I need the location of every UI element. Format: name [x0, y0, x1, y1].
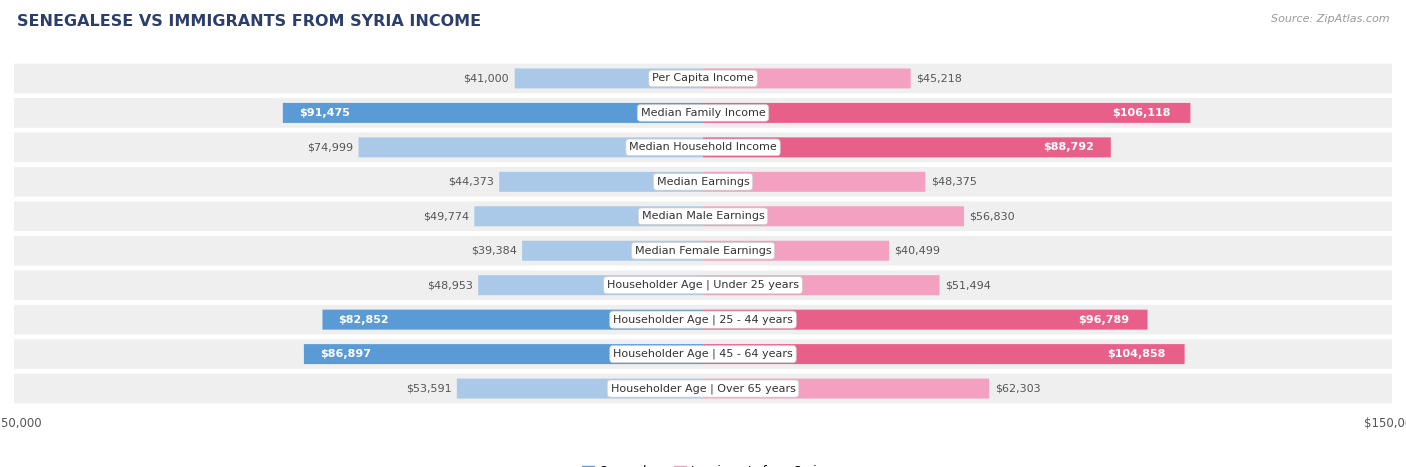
Text: Source: ZipAtlas.com: Source: ZipAtlas.com [1271, 14, 1389, 24]
Text: Median Household Income: Median Household Income [628, 142, 778, 152]
Text: Median Earnings: Median Earnings [657, 177, 749, 187]
FancyBboxPatch shape [7, 64, 1399, 93]
FancyBboxPatch shape [478, 275, 703, 295]
Text: $56,830: $56,830 [970, 211, 1015, 221]
FancyBboxPatch shape [7, 305, 1399, 334]
Text: $82,852: $82,852 [337, 315, 388, 325]
FancyBboxPatch shape [7, 98, 1399, 127]
Text: $49,774: $49,774 [423, 211, 468, 221]
FancyBboxPatch shape [703, 275, 939, 295]
FancyBboxPatch shape [457, 379, 703, 398]
Text: $106,118: $106,118 [1112, 108, 1171, 118]
FancyBboxPatch shape [7, 270, 1399, 300]
FancyBboxPatch shape [283, 103, 703, 123]
Text: $86,897: $86,897 [319, 349, 371, 359]
FancyBboxPatch shape [703, 137, 1111, 157]
Text: $48,375: $48,375 [931, 177, 977, 187]
FancyBboxPatch shape [7, 133, 1399, 162]
FancyBboxPatch shape [703, 172, 925, 192]
Text: $40,499: $40,499 [894, 246, 941, 256]
Text: $62,303: $62,303 [994, 383, 1040, 394]
Text: $53,591: $53,591 [406, 383, 451, 394]
Text: Per Capita Income: Per Capita Income [652, 73, 754, 84]
FancyBboxPatch shape [703, 344, 1185, 364]
Text: $104,858: $104,858 [1107, 349, 1166, 359]
Text: Householder Age | 45 - 64 years: Householder Age | 45 - 64 years [613, 349, 793, 359]
Text: $51,494: $51,494 [945, 280, 991, 290]
FancyBboxPatch shape [474, 206, 703, 226]
Text: $88,792: $88,792 [1043, 142, 1094, 152]
FancyBboxPatch shape [703, 379, 990, 398]
Text: Median Male Earnings: Median Male Earnings [641, 211, 765, 221]
Text: Median Family Income: Median Family Income [641, 108, 765, 118]
Text: SENEGALESE VS IMMIGRANTS FROM SYRIA INCOME: SENEGALESE VS IMMIGRANTS FROM SYRIA INCO… [17, 14, 481, 29]
Text: Median Female Earnings: Median Female Earnings [634, 246, 772, 256]
FancyBboxPatch shape [703, 206, 965, 226]
Text: $41,000: $41,000 [464, 73, 509, 84]
FancyBboxPatch shape [7, 340, 1399, 369]
FancyBboxPatch shape [703, 69, 911, 88]
Text: $39,384: $39,384 [471, 246, 516, 256]
FancyBboxPatch shape [7, 167, 1399, 197]
Text: $74,999: $74,999 [307, 142, 353, 152]
FancyBboxPatch shape [703, 241, 889, 261]
Text: Householder Age | 25 - 44 years: Householder Age | 25 - 44 years [613, 314, 793, 325]
FancyBboxPatch shape [499, 172, 703, 192]
Text: Householder Age | Under 25 years: Householder Age | Under 25 years [607, 280, 799, 290]
FancyBboxPatch shape [7, 201, 1399, 231]
Text: $96,789: $96,789 [1078, 315, 1130, 325]
FancyBboxPatch shape [703, 103, 1191, 123]
Text: Householder Age | Over 65 years: Householder Age | Over 65 years [610, 383, 796, 394]
Text: $45,218: $45,218 [917, 73, 962, 84]
FancyBboxPatch shape [7, 236, 1399, 266]
FancyBboxPatch shape [515, 69, 703, 88]
Text: $48,953: $48,953 [427, 280, 472, 290]
Text: $44,373: $44,373 [449, 177, 494, 187]
FancyBboxPatch shape [703, 310, 1147, 330]
FancyBboxPatch shape [359, 137, 703, 157]
Text: $91,475: $91,475 [299, 108, 350, 118]
FancyBboxPatch shape [322, 310, 703, 330]
FancyBboxPatch shape [7, 374, 1399, 403]
FancyBboxPatch shape [304, 344, 703, 364]
Legend: Senegalese, Immigrants from Syria: Senegalese, Immigrants from Syria [578, 460, 828, 467]
FancyBboxPatch shape [522, 241, 703, 261]
